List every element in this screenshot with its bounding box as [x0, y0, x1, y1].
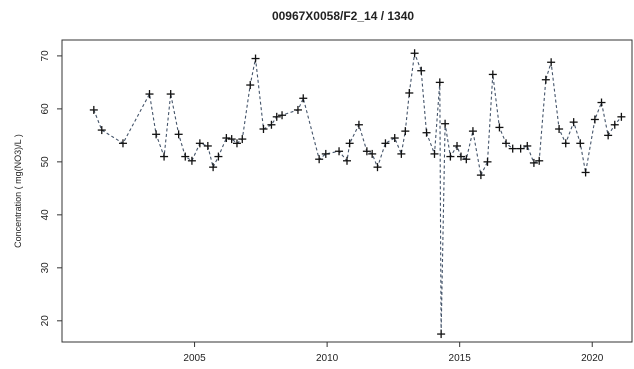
- data-point: [561, 139, 570, 148]
- x-tick-label: 2020: [581, 353, 604, 364]
- plot-frame: [61, 39, 633, 343]
- y-axis-label: Concentration ( mg(NO3)/L ): [13, 134, 23, 248]
- data-point: [227, 135, 236, 144]
- data-point: [362, 147, 371, 156]
- data-point: [529, 158, 538, 167]
- data-point: [272, 112, 281, 121]
- data-point: [160, 152, 169, 161]
- data-point: [604, 131, 613, 140]
- data-point: [468, 127, 477, 136]
- data-point: [278, 111, 287, 120]
- data-point: [238, 135, 247, 144]
- data-point: [209, 163, 218, 172]
- data-point: [508, 144, 517, 153]
- data-point: [251, 54, 260, 63]
- data-point: [232, 139, 241, 148]
- y-tick-label: 20: [40, 315, 51, 327]
- data-point: [181, 152, 190, 161]
- data-point: [516, 144, 525, 153]
- data-point: [335, 147, 344, 156]
- data-point: [617, 112, 626, 121]
- data-point: [483, 157, 492, 166]
- data-point: [315, 155, 324, 164]
- chart-title: 00967X0058/F2_14 / 1340: [272, 9, 414, 23]
- data-point: [610, 120, 619, 129]
- data-point: [299, 94, 308, 103]
- data-point: [187, 156, 196, 165]
- data-point: [495, 123, 504, 132]
- data-point: [457, 152, 465, 161]
- data-point: [321, 149, 330, 158]
- series-line: [93, 53, 622, 335]
- data-point: [446, 152, 455, 161]
- data-point: [97, 126, 106, 135]
- y-tick-label: 60: [40, 103, 51, 115]
- data-points: [89, 49, 626, 339]
- data-point: [462, 155, 471, 164]
- data-point: [597, 98, 606, 107]
- x-tick-label: 2005: [183, 353, 206, 364]
- data-point: [435, 78, 444, 87]
- data-point: [246, 81, 255, 90]
- data-point: [368, 149, 377, 158]
- data-point: [118, 139, 127, 148]
- data-point: [345, 139, 354, 148]
- data-point: [488, 70, 497, 79]
- y-tick-label: 70: [40, 50, 51, 62]
- y-tick-label: 30: [40, 262, 51, 274]
- data-point: [89, 105, 98, 114]
- data-point: [437, 330, 446, 339]
- data-point: [405, 88, 414, 97]
- data-point: [354, 120, 363, 129]
- data-point: [453, 141, 462, 150]
- data-point: [502, 139, 511, 148]
- data-point: [569, 118, 578, 127]
- data-point: [555, 125, 564, 134]
- data-point: [152, 130, 161, 139]
- data-point: [259, 125, 268, 134]
- data-point: [343, 156, 351, 165]
- data-point: [422, 128, 431, 137]
- data-point: [430, 149, 439, 158]
- data-point: [373, 163, 382, 172]
- y-axis: 20 30 40 50 60 70: [40, 50, 62, 326]
- data-point: [590, 115, 599, 124]
- data-point: [541, 75, 550, 84]
- data-point: [267, 120, 276, 129]
- data-point: [576, 139, 585, 148]
- data-point: [410, 49, 419, 58]
- data-point: [417, 66, 426, 75]
- data-point: [476, 171, 485, 180]
- data-point: [581, 168, 590, 177]
- x-axis: 2005 2010 2015 2020: [183, 342, 604, 364]
- data-point: [547, 58, 556, 67]
- data-point: [381, 139, 390, 148]
- data-point: [214, 152, 223, 161]
- data-point: [195, 139, 204, 148]
- data-point: [145, 90, 154, 99]
- data-point: [390, 134, 399, 143]
- data-point: [203, 141, 212, 150]
- data-point: [535, 156, 544, 165]
- y-tick-label: 50: [40, 156, 51, 168]
- data-point: [222, 134, 231, 143]
- data-point: [166, 90, 175, 99]
- x-tick-label: 2015: [449, 353, 472, 364]
- data-point: [441, 119, 450, 128]
- data-point: [523, 141, 532, 150]
- data-point: [401, 127, 410, 136]
- data-point: [397, 149, 406, 158]
- data-point: [293, 105, 302, 114]
- data-point: [174, 130, 183, 139]
- x-tick-label: 2010: [316, 353, 339, 364]
- y-tick-label: 40: [40, 209, 51, 221]
